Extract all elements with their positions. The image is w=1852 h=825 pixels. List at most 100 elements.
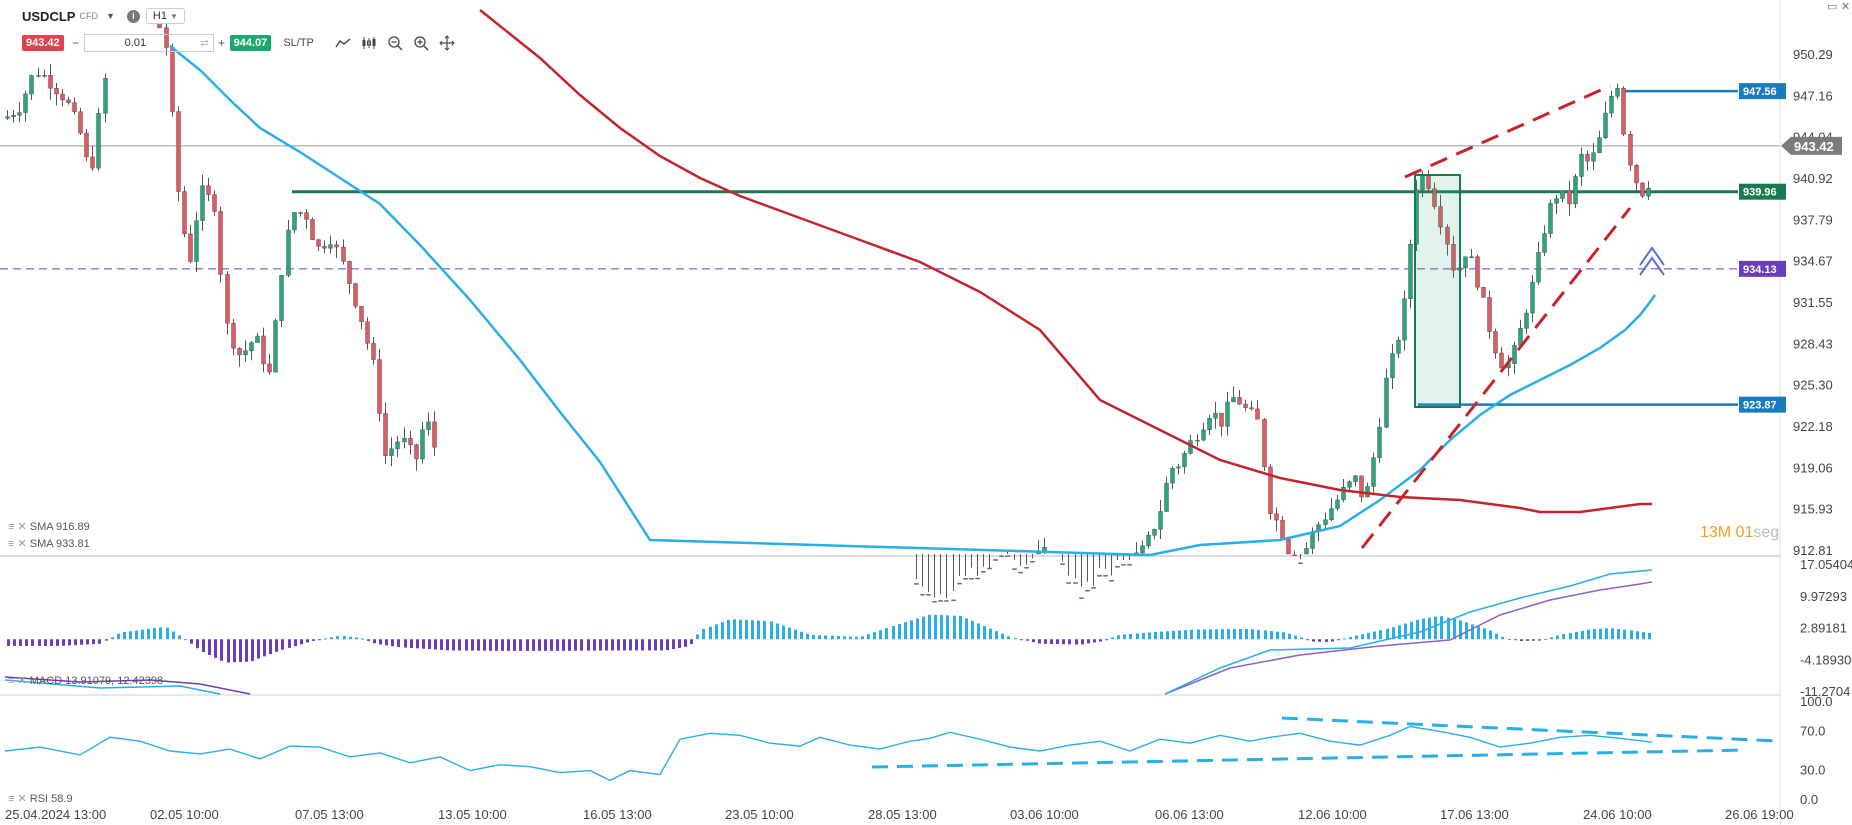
macd-histogram-bar <box>166 627 169 640</box>
macd-histogram-bar <box>1471 624 1474 640</box>
candle-body <box>1542 233 1547 253</box>
macd-histogram-bar <box>1575 631 1578 640</box>
legend-menu-icon[interactable]: ≡ ✕ <box>8 538 27 550</box>
macd-histogram-bar <box>1318 639 1321 642</box>
macd-histogram-bar <box>1123 634 1126 640</box>
macd-histogram-bar <box>153 628 156 640</box>
macd-histogram-bar <box>50 639 53 646</box>
candle-body <box>1280 519 1285 540</box>
macd-histogram-bar <box>1093 639 1096 643</box>
macd-histogram-bar <box>1117 635 1120 640</box>
candle-body <box>432 421 437 448</box>
sma-1-label: SMA 916.89 <box>29 521 90 533</box>
rsi-tick-label: 0.0 <box>1800 792 1818 807</box>
indicators-icon[interactable] <box>358 34 380 52</box>
macd-histogram-bar <box>38 639 41 646</box>
candle-body <box>1066 582 1071 584</box>
macd-histogram-bar <box>1514 639 1517 641</box>
rsi-resistance-dashed-line <box>1281 716 1779 743</box>
macd-histogram-bar <box>1166 631 1169 640</box>
macd-histogram-bar <box>1508 638 1511 640</box>
candle-body <box>23 93 28 113</box>
minimize-window-icon[interactable]: ▭ <box>1827 1 1838 13</box>
candle-body <box>304 212 309 220</box>
sma-legend-1[interactable]: ≡ ✕ SMA 916.89 <box>8 520 90 533</box>
symbol-dropdown-chevron-icon[interactable]: ▼ <box>105 11 115 21</box>
macd-histogram-bar <box>995 631 998 640</box>
candle-body <box>1524 312 1529 329</box>
rsi-legend[interactable]: ≡ ✕ RSI 58.9 <box>8 792 73 805</box>
macd-histogram-bar <box>1386 628 1389 640</box>
macd-tick-label: -4.18930 <box>1800 652 1851 667</box>
candle-body <box>1445 226 1450 245</box>
swap-icon[interactable]: ⇄ <box>200 37 209 49</box>
candle-body <box>414 444 419 460</box>
legend-menu-icon[interactable]: ≡ ✕ <box>8 521 27 533</box>
macd-histogram-bar <box>1062 639 1065 645</box>
macd-histogram-bar <box>13 639 16 646</box>
macd-histogram-bar <box>1562 634 1565 640</box>
crosshair-move-icon[interactable] <box>436 34 458 52</box>
candle-body <box>1481 286 1486 298</box>
channel-upper-dashed-line <box>1404 84 1611 179</box>
macd-histogram-bar <box>721 622 724 640</box>
sltp-button[interactable]: SL/TP <box>283 37 314 49</box>
legend-menu-icon[interactable]: ≡ ✕ <box>8 675 27 687</box>
macd-legend[interactable]: ≡ ✕ MACD 13.91079, 12.42398 <box>8 674 163 687</box>
line-chart-icon[interactable] <box>332 34 354 52</box>
macd-histogram-bar <box>74 639 77 646</box>
macd-histogram-bar <box>617 639 620 651</box>
macd-histogram-bar <box>800 631 803 640</box>
macd-histogram-bar <box>1361 634 1364 640</box>
zoom-in-icon[interactable] <box>410 34 432 52</box>
candle-body <box>1463 256 1468 269</box>
macd-histogram-bar <box>404 639 407 648</box>
timeframe-select[interactable]: H1 ▼ <box>145 8 185 24</box>
candle-body <box>84 132 89 158</box>
macd-histogram-bar <box>526 639 529 651</box>
macd-histogram-bar <box>538 639 541 651</box>
price-level-badge <box>1739 260 1786 277</box>
macd-histogram-bar <box>1538 639 1541 641</box>
zoom-out-icon[interactable] <box>384 34 406 52</box>
candle-body <box>926 594 931 596</box>
candle-body <box>1201 429 1206 441</box>
candle-body <box>255 335 260 343</box>
macd-histogram-bar <box>452 639 455 651</box>
candle-body <box>920 594 925 596</box>
macd-histogram-bar <box>1075 639 1078 645</box>
sma-legend-2[interactable]: ≡ ✕ SMA 933.81 <box>8 537 90 550</box>
time-tick-label: 03.06 10:00 <box>1010 807 1079 822</box>
candle-body <box>279 275 284 321</box>
macd-histogram-bar <box>837 635 840 640</box>
candle-body <box>1573 176 1578 205</box>
quantity-decrease-button[interactable]: − <box>72 36 80 50</box>
quantity-increase-button[interactable]: + <box>218 36 226 50</box>
macd-histogram-bar <box>1544 639 1547 641</box>
macd-histogram-bar <box>220 639 223 661</box>
macd-histogram-bar <box>227 639 230 663</box>
time-tick-label: 17.06 13:00 <box>1440 807 1509 822</box>
close-window-icon[interactable]: ✕ <box>1841 1 1851 13</box>
candle-body <box>1640 182 1645 197</box>
symbol-name[interactable]: USDCLP <box>22 8 76 24</box>
macd-histogram-bar <box>1014 637 1017 640</box>
macd-tick-label: 17.05404 <box>1800 557 1852 572</box>
info-icon[interactable]: i <box>126 9 140 23</box>
macd-histogram-bar <box>898 624 901 640</box>
macd-histogram-bar <box>1349 636 1352 640</box>
candle-body <box>1073 582 1078 584</box>
macd-histogram-bar <box>824 635 827 640</box>
timeframe-value: H1 <box>152 10 167 22</box>
sell-price-button[interactable]: 943.42 <box>22 35 64 51</box>
candle-body <box>359 306 364 322</box>
macd-histogram-bar <box>1379 630 1382 640</box>
quantity-stepper[interactable]: 0.01 ⇄ <box>83 34 214 52</box>
legend-menu-icon[interactable]: ≡ ✕ <box>8 793 27 805</box>
macd-histogram-bar <box>1623 629 1626 640</box>
macd-histogram-bar <box>117 633 120 640</box>
buy-price-button[interactable]: 944.07 <box>229 35 272 51</box>
candle-body <box>975 577 980 580</box>
price-tick-label: 937.79 <box>1793 212 1833 227</box>
